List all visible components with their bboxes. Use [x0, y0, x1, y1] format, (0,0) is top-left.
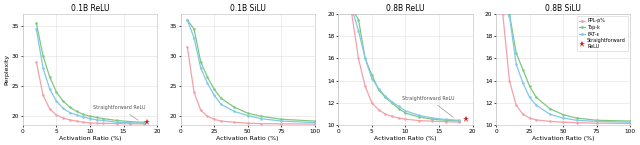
Title: 0.8B ReLU: 0.8B ReLU: [386, 4, 425, 13]
Text: Straightforward ReLU: Straightforward ReLU: [93, 105, 146, 120]
X-axis label: Activation Ratio (%): Activation Ratio (%): [374, 136, 436, 141]
Y-axis label: Perplexity: Perplexity: [4, 54, 9, 85]
X-axis label: Activation Ratio (%): Activation Ratio (%): [532, 136, 595, 141]
Title: 0.1B SiLU: 0.1B SiLU: [230, 4, 266, 13]
X-axis label: Activation Ratio (%): Activation Ratio (%): [59, 136, 122, 141]
Title: 0.8B SiLU: 0.8B SiLU: [545, 4, 581, 13]
Title: 0.1B ReLU: 0.1B ReLU: [71, 4, 109, 13]
Legend: PPL-p%, Top-k, FAT-ε, Straightforward
ReLU: PPL-p%, Top-k, FAT-ε, Straightforward Re…: [577, 16, 628, 51]
X-axis label: Activation Ratio (%): Activation Ratio (%): [216, 136, 279, 141]
Text: Straightforward ReLU: Straightforward ReLU: [402, 96, 454, 117]
